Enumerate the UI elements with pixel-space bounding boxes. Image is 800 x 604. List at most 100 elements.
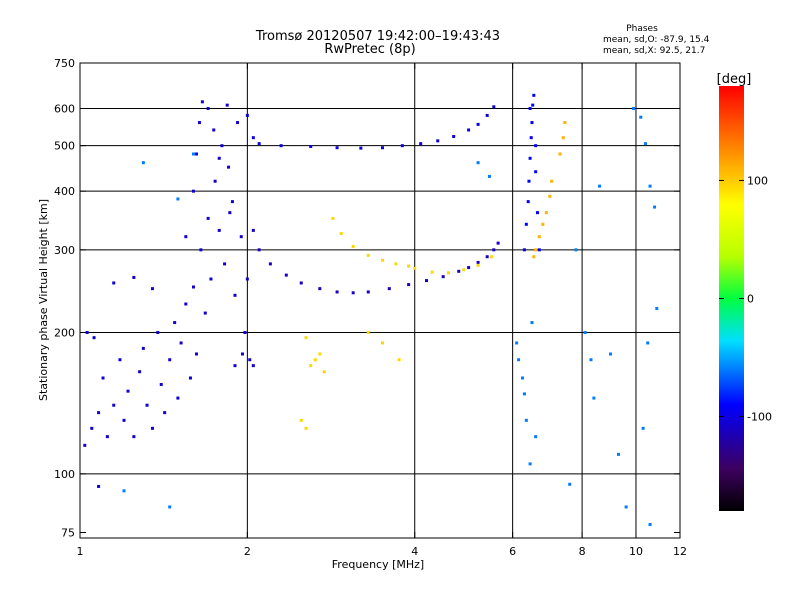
echo-point xyxy=(561,136,565,140)
y-tick-label: 400 xyxy=(54,185,75,198)
echo-point xyxy=(191,285,195,289)
echo-point xyxy=(532,93,536,97)
echo-point xyxy=(335,146,339,150)
echo-point xyxy=(366,290,370,294)
plot-frame xyxy=(79,62,681,539)
echo-point xyxy=(299,418,303,422)
echo-point xyxy=(446,271,450,275)
echo-point xyxy=(304,426,308,430)
echo-point xyxy=(173,321,177,325)
echo-point xyxy=(318,352,322,356)
x-tick-label: 4 xyxy=(411,545,418,558)
echo-point xyxy=(279,144,283,148)
echo-point xyxy=(188,376,192,380)
plot-area xyxy=(80,63,680,538)
grid-lines xyxy=(80,63,680,538)
echo-point xyxy=(413,266,417,270)
echo-point xyxy=(492,248,496,252)
echo-point xyxy=(526,200,530,204)
echo-point xyxy=(530,121,534,125)
echo-point xyxy=(632,106,636,110)
phases-x-stats: mean, sd,X: 92.5, 21.7 xyxy=(603,46,705,56)
echo-point xyxy=(476,263,480,267)
echo-point xyxy=(544,211,548,215)
echo-point xyxy=(132,435,136,439)
echo-point xyxy=(179,341,183,345)
echo-point xyxy=(609,352,613,356)
echo-point xyxy=(430,270,434,274)
echo-point xyxy=(318,287,322,291)
colorbar-tick-label: -100 xyxy=(747,411,772,424)
echo-point xyxy=(233,364,237,368)
echo-point xyxy=(583,331,587,335)
echo-point xyxy=(245,113,249,117)
echo-point xyxy=(83,443,87,447)
echo-point xyxy=(112,281,116,285)
echo-point xyxy=(485,255,489,259)
chart-subtitle: RwPretec (8p) xyxy=(324,42,415,57)
echo-point xyxy=(251,364,255,368)
echo-point xyxy=(646,341,650,345)
echo-point xyxy=(550,179,554,183)
echo-point xyxy=(85,331,89,335)
echo-point xyxy=(380,258,384,262)
echo-point xyxy=(132,275,136,279)
y-tick-label: 300 xyxy=(54,244,75,257)
echo-point xyxy=(112,403,116,407)
echo-point xyxy=(240,352,244,356)
echo-point xyxy=(359,146,363,150)
echo-point xyxy=(230,200,234,204)
echo-point xyxy=(101,376,105,380)
echo-point xyxy=(150,287,154,291)
echo-point xyxy=(524,222,528,226)
echo-point xyxy=(122,489,126,493)
echo-point xyxy=(541,222,545,226)
echo-point xyxy=(141,161,145,165)
echo-point xyxy=(467,266,471,270)
echo-point xyxy=(97,484,101,488)
echo-point xyxy=(156,331,160,335)
echo-point xyxy=(548,194,552,198)
echo-point xyxy=(467,128,471,132)
echo-point xyxy=(159,382,163,386)
echo-point xyxy=(331,216,335,220)
echo-point xyxy=(138,370,142,374)
chart-title: Tromsø 20120507 19:42:00–19:43:43 xyxy=(255,29,500,44)
echo-point xyxy=(251,228,255,232)
echo-point xyxy=(487,174,491,178)
echo-point xyxy=(598,184,602,188)
echo-point xyxy=(563,121,567,125)
echo-point xyxy=(380,341,384,345)
echo-point xyxy=(284,273,288,277)
echo-point xyxy=(150,426,154,430)
echo-point xyxy=(648,522,652,526)
echo-point xyxy=(457,269,461,273)
x-tick-label: 10 xyxy=(629,545,643,558)
x-tick-label: 6 xyxy=(509,545,516,558)
echo-point xyxy=(648,184,652,188)
echo-point xyxy=(528,156,532,160)
echo-point xyxy=(655,306,659,310)
echo-point xyxy=(522,248,526,252)
echo-point xyxy=(118,358,122,362)
echo-point xyxy=(476,122,480,126)
echo-point xyxy=(530,321,534,325)
echo-point xyxy=(199,248,203,252)
colorbar-tick-label: 100 xyxy=(747,174,768,187)
echo-point xyxy=(616,452,620,456)
phases-heading: Phases xyxy=(626,24,658,34)
x-tick-label: 1 xyxy=(77,545,84,558)
echo-point xyxy=(220,144,224,148)
echo-point xyxy=(203,311,207,315)
echo-point xyxy=(225,103,229,107)
echo-point xyxy=(515,341,519,345)
echo-point xyxy=(223,262,227,266)
y-tick-label: 200 xyxy=(54,327,75,340)
echo-point xyxy=(366,253,370,257)
echo-point xyxy=(184,235,188,239)
echo-point xyxy=(299,281,303,285)
echo-point xyxy=(394,262,398,266)
echo-point xyxy=(535,211,539,215)
echo-point xyxy=(537,235,541,239)
